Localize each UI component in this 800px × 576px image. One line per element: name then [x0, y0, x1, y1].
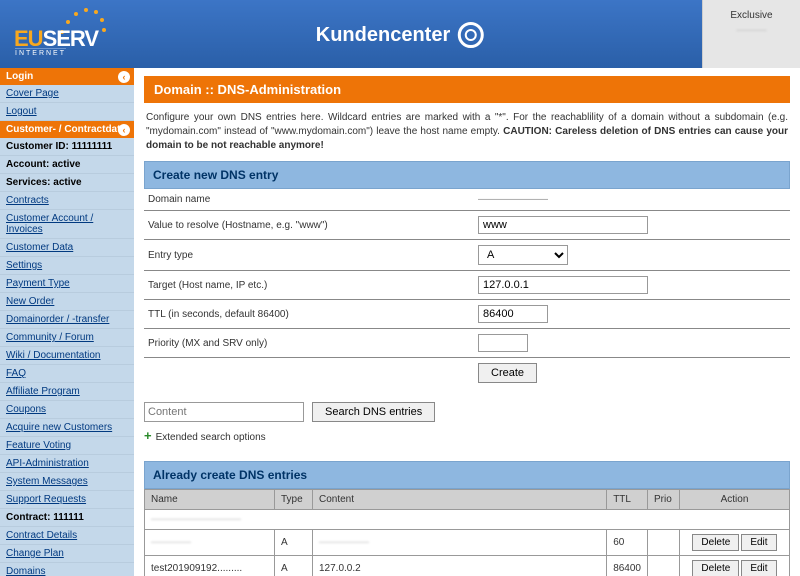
label-ttl: TTL (in seconds, default 86400): [148, 309, 478, 320]
input-target[interactable]: [478, 276, 648, 294]
table-row: —————————: [145, 510, 790, 530]
sidebar-item[interactable]: System Messages: [0, 473, 134, 491]
table-row: ———— A ————— 60 DeleteEdit: [145, 530, 790, 556]
chevron-left-icon: ‹: [118, 124, 130, 136]
col-type: Type: [275, 490, 313, 510]
label-type: Entry type: [148, 250, 478, 261]
input-priority[interactable]: [478, 334, 528, 352]
select-entry-type[interactable]: A: [478, 245, 568, 265]
sidebar-item-logout[interactable]: Logout: [0, 103, 134, 121]
create-panel-header: Create new DNS entry: [144, 161, 790, 189]
gear-icon: [458, 22, 484, 48]
col-action: Action: [680, 490, 790, 510]
value-domain: ———————: [478, 194, 786, 205]
page-title: Domain :: DNS-Administration: [144, 76, 790, 103]
sidebar-item[interactable]: Feature Voting: [0, 437, 134, 455]
sidebar: Login‹ Cover Page Logout Customer- / Con…: [0, 68, 134, 576]
label-target: Target (Host name, IP etc.): [148, 280, 478, 291]
sidebar-item[interactable]: Change Plan: [0, 545, 134, 563]
plus-icon: +: [144, 428, 152, 443]
input-ttl[interactable]: [478, 305, 548, 323]
delete-button[interactable]: Delete: [692, 560, 739, 576]
edit-button[interactable]: Edit: [741, 560, 776, 576]
sidebar-item[interactable]: New Order: [0, 293, 134, 311]
sidebar-item[interactable]: Coupons: [0, 401, 134, 419]
search-input[interactable]: [144, 402, 304, 422]
sidebar-item[interactable]: Domainorder / -transfer: [0, 311, 134, 329]
sidebar-item[interactable]: Community / Forum: [0, 329, 134, 347]
main-content: Domain :: DNS-Administration Configure y…: [134, 68, 800, 576]
sidebar-contract-label: Contract: 111111: [0, 509, 134, 527]
sidebar-item[interactable]: Affiliate Program: [0, 383, 134, 401]
dns-entries-table: Name Type Content TTL Prio Action ——————…: [144, 489, 790, 576]
label-hostname: Value to resolve (Hostname, e.g. "www"): [148, 220, 478, 231]
sidebar-item[interactable]: API-Administration: [0, 455, 134, 473]
sidebar-item[interactable]: Domains: [0, 563, 134, 576]
sidebar-item[interactable]: Contract Details: [0, 527, 134, 545]
sidebar-info: Account: active: [0, 156, 134, 174]
table-row: test201909192......... A 127.0.0.2 86400…: [145, 556, 790, 576]
sidebar-item[interactable]: Customer Data: [0, 239, 134, 257]
sidebar-header-custdata[interactable]: Customer- / Contractdata‹: [0, 121, 134, 138]
existing-panel-header: Already create DNS entries: [144, 461, 790, 489]
col-content: Content: [313, 490, 607, 510]
col-name: Name: [145, 490, 275, 510]
search-button[interactable]: Search DNS entries: [312, 402, 435, 422]
col-prio: Prio: [648, 490, 680, 510]
extended-search-toggle[interactable]: +Extended search options: [144, 428, 790, 443]
chevron-left-icon: ‹: [118, 71, 130, 83]
label-priority: Priority (MX and SRV only): [148, 338, 478, 349]
sidebar-item-cover-page[interactable]: Cover Page: [0, 85, 134, 103]
sidebar-item[interactable]: Customer Account / Invoices: [0, 210, 134, 239]
sidebar-item[interactable]: FAQ: [0, 365, 134, 383]
sidebar-item[interactable]: Acquire new Customers: [0, 419, 134, 437]
sidebar-info: Customer ID: 11111111: [0, 138, 134, 156]
col-ttl: TTL: [607, 490, 648, 510]
form-row-domain: Domain name ———————: [144, 189, 790, 211]
header-account-box[interactable]: Exclusive ———: [702, 0, 800, 68]
label-domain: Domain name: [148, 194, 478, 205]
delete-button[interactable]: Delete: [692, 534, 739, 551]
sidebar-item[interactable]: Contracts: [0, 192, 134, 210]
sidebar-header-login[interactable]: Login‹: [0, 68, 134, 85]
page-header-title: Kundencenter: [316, 22, 484, 48]
sidebar-item[interactable]: Settings: [0, 257, 134, 275]
edit-button[interactable]: Edit: [741, 534, 776, 551]
input-hostname[interactable]: [478, 216, 648, 234]
page-description: Configure your own DNS entries here. Wil…: [144, 103, 790, 161]
sidebar-item[interactable]: Payment Type: [0, 275, 134, 293]
header-bar: EUSERV INTERNET Kundencenter Exclusive —…: [0, 0, 800, 68]
sidebar-item[interactable]: Wiki / Documentation: [0, 347, 134, 365]
sidebar-item[interactable]: Support Requests: [0, 491, 134, 509]
sidebar-info: Services: active: [0, 174, 134, 192]
create-button[interactable]: Create: [478, 363, 537, 383]
